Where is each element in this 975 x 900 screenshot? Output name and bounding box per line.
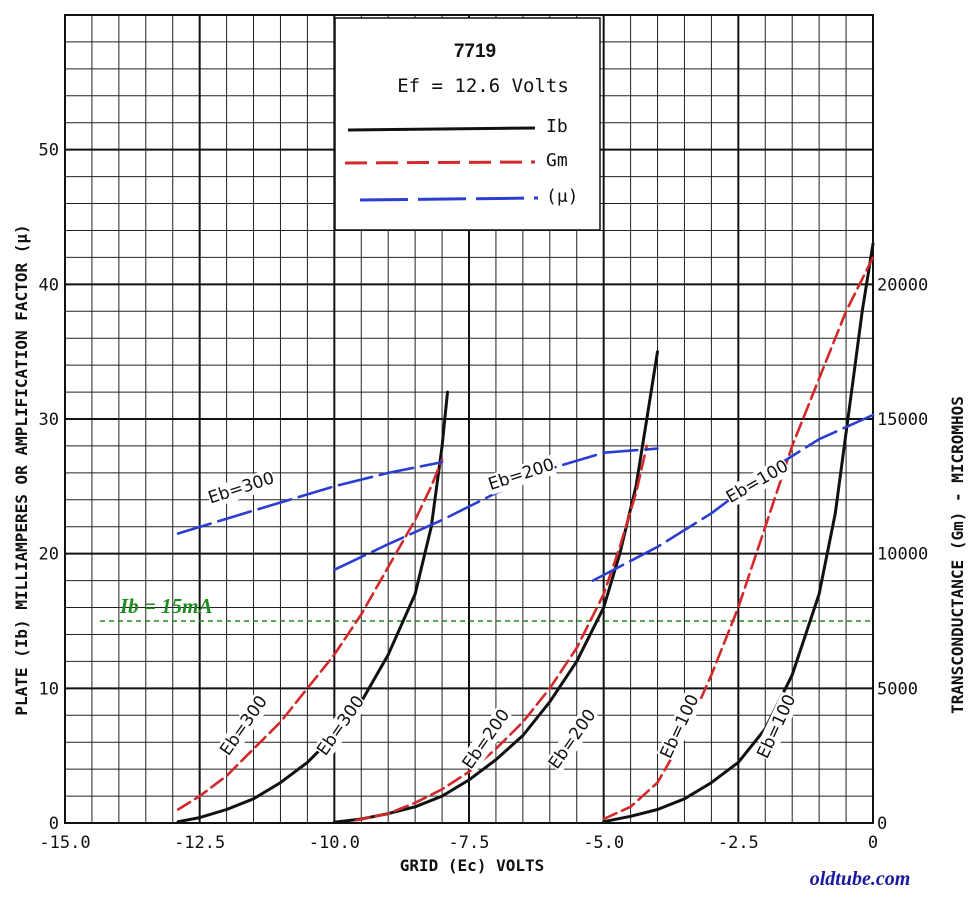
curve-label-bg (313, 692, 369, 760)
curve-label-text: Eb=100 (753, 691, 800, 761)
axis-ticks: -15.0 -12.5 -10.0 -7.5 -5.0 -2.5 0010203040500… (39, 141, 929, 853)
y-tick-label-left: 30 (39, 410, 59, 430)
curve-label-bg (753, 691, 801, 762)
curve-label-text: Eb=300 (313, 692, 369, 759)
y-tick-label-right: 15000 (877, 410, 928, 430)
x-tick-label: -15.0 (39, 833, 90, 853)
legend-box (334, 17, 601, 231)
legend-ib-swatch (347, 126, 536, 132)
x-tick-label: -12.5 (174, 833, 225, 853)
legend-ib-label: Ib (546, 116, 568, 137)
curve-label-text: Eb=300 (216, 692, 272, 759)
y-tick-label-left: 10 (39, 679, 59, 699)
series-mu-eb300 (176, 460, 444, 535)
legend-gm-label: Gm (546, 150, 568, 171)
curve-label: Eb=300 (206, 468, 277, 508)
legend-subtitle: Ef = 12.6 Volts (397, 75, 569, 97)
curve-label-text: Eb=200 (486, 455, 557, 495)
legend-gm-swatch (344, 160, 536, 165)
legend: 7719 Ef = 12.6 Volts Ib Gm (μ) (334, 17, 601, 231)
curve-label-bg (216, 692, 272, 760)
x-tick-label: -2.5 (718, 833, 759, 853)
watermark: oldtube.com (810, 868, 911, 890)
series-gm-eb300 (176, 458, 444, 811)
curve-label: Eb=100 (656, 691, 703, 761)
y-tick-label-right: 5000 (877, 679, 918, 699)
x-tick-label: 0 (868, 833, 878, 853)
curve-label-bg (656, 691, 704, 762)
y-tick-label-right: 0 (877, 814, 887, 834)
curve-label: Eb=200 (486, 455, 557, 495)
curve-label-bg (205, 468, 277, 509)
series-ib-eb300 (176, 390, 449, 824)
y-tick-label-left: 20 (39, 545, 59, 565)
reference-line-label: Ib = 15mA (119, 594, 212, 618)
y-tick-label-left: 40 (39, 275, 59, 295)
x-tick-label: -7.5 (449, 833, 490, 853)
y-tick-label-left: 50 (39, 141, 59, 161)
series-gm-eb100 (602, 256, 875, 821)
y-tick-label-right: 20000 (877, 275, 928, 295)
y-axis-title-right: TRANSCONDUCTANCE (Gm) - MICROMHOS (948, 396, 967, 714)
legend-title: 7719 (454, 41, 496, 62)
y-tick-label-left: 0 (49, 814, 59, 834)
curve-label-bg (485, 454, 557, 495)
legend-mu-label: (μ) (546, 186, 579, 207)
y-axis-title-left: PLATE (Ib) MILLIAMPERES OR AMPLIFICATION… (12, 224, 31, 715)
curve-label-text: Eb=300 (206, 468, 277, 508)
curve-label-bg (722, 456, 792, 508)
curve-label: Eb=100 (753, 691, 800, 761)
x-axis-title: GRID (Ec) VOLTS (400, 856, 545, 875)
x-tick-label: -5.0 (583, 833, 624, 853)
legend-mu-swatch (359, 196, 539, 202)
series-gm-eb200 (354, 444, 649, 822)
curve-label-bg (544, 705, 601, 773)
y-tick-label-right: 10000 (877, 545, 928, 565)
curve-label-bg (458, 705, 515, 773)
x-tick-label: -10.0 (309, 833, 360, 853)
curve-label-text: Eb=100 (656, 691, 703, 761)
curve-label: Eb=300 (313, 692, 369, 759)
reference-line-group: Ib = 15mA (100, 594, 873, 622)
curve-label: Eb=300 (216, 692, 272, 759)
